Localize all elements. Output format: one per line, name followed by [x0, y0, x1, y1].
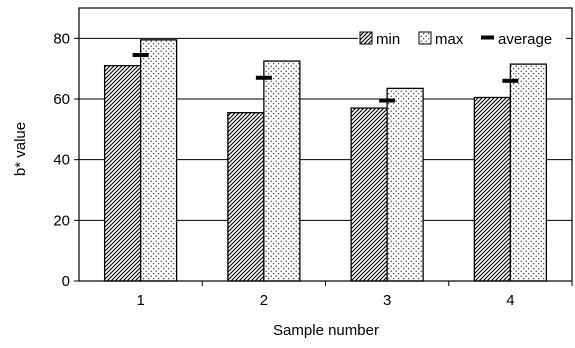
bar-max-sample-1	[139, 39, 178, 282]
legend-background	[358, 28, 566, 50]
marker-average-sample-4	[502, 78, 519, 83]
legend-swatch-max	[418, 31, 432, 45]
bar-max-sample-4	[509, 63, 548, 282]
legend-swatch-average	[481, 35, 494, 40]
legend-label-average: average	[498, 31, 552, 48]
x-tick-label-2: 2	[260, 292, 268, 309]
marker-average-sample-1	[132, 53, 149, 58]
bar-min-sample-2	[227, 112, 265, 282]
legend: min max average	[358, 28, 566, 50]
marker-average-sample-3	[379, 98, 396, 103]
legend-swatch-min	[359, 31, 373, 45]
x-tick-label-1: 1	[136, 292, 144, 309]
y-tick-label-0: 0	[62, 273, 70, 290]
bar-max-sample-2	[263, 60, 301, 282]
y-tick-label-60: 60	[53, 91, 70, 108]
bars	[103, 39, 548, 282]
y-tick-label-80: 80	[53, 30, 70, 47]
bar-max-sample-3	[386, 87, 424, 282]
bar-min-sample-4	[473, 96, 512, 282]
x-axis-label: Sample number	[273, 322, 379, 339]
tick-labels: 0 20 40 60 80 1 2 3 4	[53, 30, 514, 309]
plot-frame	[78, 7, 573, 282]
legend-label-max: max	[435, 31, 464, 48]
x-tick-label-3: 3	[383, 292, 391, 309]
marker-average-sample-2	[255, 75, 272, 80]
y-tick-label-20: 20	[53, 212, 70, 229]
y-axis-label: b* value	[12, 122, 29, 176]
x-tick-label-4: 4	[506, 292, 514, 309]
y-tick-label-40: 40	[53, 152, 70, 169]
axes	[74, 7, 573, 286]
bar-min-sample-3	[350, 107, 388, 282]
legend-label-min: min	[376, 31, 400, 48]
bar-min-sample-1	[103, 64, 142, 282]
